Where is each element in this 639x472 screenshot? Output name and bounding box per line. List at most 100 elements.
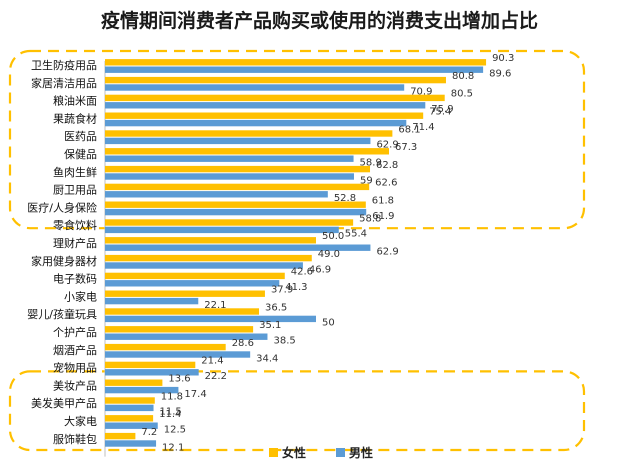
category-label: 电子数码 — [53, 273, 97, 286]
bar-female — [105, 112, 424, 119]
value-label-female: 42.6 — [291, 267, 313, 278]
category-label: 粮油米面 — [53, 94, 97, 108]
value-label-female: 58.8 — [359, 213, 381, 224]
value-label-female: 62.8 — [376, 160, 398, 171]
value-label-female: 28.6 — [232, 338, 254, 349]
bar-male — [105, 386, 179, 394]
value-label-male: 46.9 — [309, 264, 331, 275]
value-label-female: 36.5 — [265, 302, 287, 313]
value-label-male: 70.9 — [410, 86, 432, 97]
value-label-male: 34.4 — [256, 353, 278, 364]
category-label: 家用健身器材 — [31, 254, 97, 268]
bar-male — [105, 351, 251, 358]
value-label-male: 12.5 — [164, 425, 186, 436]
value-label-female: 35.1 — [259, 320, 281, 331]
value-label-male: 52.8 — [334, 193, 356, 204]
bar-male — [105, 102, 426, 109]
bar-female — [105, 379, 163, 386]
value-label-male: 22.2 — [205, 371, 227, 382]
category-label: 烟酒产品 — [53, 343, 97, 357]
category-label: 美妆产品 — [53, 378, 97, 392]
value-label-male: 62.9 — [376, 247, 398, 258]
value-label-male: 89.6 — [489, 69, 511, 80]
value-label-female: 13.6 — [168, 374, 190, 385]
bar-male — [105, 173, 354, 180]
value-label-female: 21.4 — [201, 356, 223, 367]
bar-male — [105, 119, 407, 127]
bar-female — [105, 237, 316, 244]
bar-female — [105, 76, 446, 84]
category-label: 厨卫用品 — [53, 184, 97, 197]
bar-female — [105, 290, 265, 297]
category-label: 小家电 — [64, 289, 97, 303]
bar-female — [105, 94, 445, 102]
bar-male — [105, 137, 371, 145]
category-label: 婴儿/孩童玩具 — [27, 307, 97, 321]
category-label: 医疗/人身保险 — [27, 200, 97, 214]
value-label-female: 75.4 — [429, 107, 451, 118]
bar-female — [105, 201, 366, 208]
bar-male — [105, 191, 328, 198]
bar-male — [105, 315, 316, 323]
bar-female — [105, 254, 312, 262]
bar-female — [105, 148, 390, 155]
value-label-female: 49.0 — [318, 249, 340, 260]
legend-label-female: 女性 — [282, 445, 306, 460]
bar-female — [105, 272, 285, 280]
value-label-male: 55.4 — [345, 229, 367, 240]
value-label-male: 59 — [360, 175, 373, 186]
bar-female — [105, 59, 487, 66]
bar-male — [105, 440, 157, 447]
value-label-female: 37.9 — [271, 285, 293, 296]
bar-female — [105, 219, 354, 226]
bar-male — [105, 297, 199, 305]
value-label-female: 7.2 — [141, 427, 157, 438]
category-label: 大家电 — [64, 414, 97, 428]
category-label: 服饰鞋包 — [53, 432, 97, 446]
chart-title: 疫情期间消费者产品购买或使用的消费支出增加占比 — [100, 10, 538, 32]
value-label-male: 62.9 — [376, 140, 398, 151]
value-label-male: 38.5 — [273, 336, 295, 347]
value-label-female: 90.3 — [492, 53, 514, 64]
bar-male — [105, 208, 367, 216]
bar-female — [105, 165, 371, 173]
value-label-male: 71.4 — [412, 122, 434, 133]
category-label: 个护产品 — [53, 325, 97, 339]
category-label: 零食饮料 — [53, 218, 97, 232]
bar-female — [105, 130, 393, 137]
bar-male — [105, 422, 158, 429]
bar-male — [105, 226, 339, 234]
value-label-male: 50 — [322, 318, 335, 329]
bar-female — [105, 308, 260, 315]
value-label-male: 12.1 — [162, 442, 184, 453]
category-label: 美发美甲产品 — [31, 396, 97, 410]
bar-male — [105, 404, 154, 412]
value-label-male: 17.4 — [184, 389, 206, 400]
bar-male — [105, 155, 354, 162]
value-label-female: 80.5 — [451, 89, 473, 100]
bar-male — [105, 244, 371, 251]
bar-male — [105, 333, 268, 340]
highlight-frame-2 — [8, 370, 586, 452]
category-label: 果蔬食材 — [53, 111, 97, 125]
value-label-female: 61.8 — [372, 196, 394, 207]
value-label-female: 50.0 — [322, 231, 344, 242]
bar-female — [105, 183, 370, 191]
value-label-male: 58.9 — [360, 158, 382, 169]
value-label-female: 67.3 — [395, 142, 417, 153]
value-label-male: 61.9 — [372, 211, 394, 222]
value-label-female: 80.8 — [452, 71, 474, 82]
bar-male — [105, 280, 280, 287]
category-label: 鱼肉生鲜 — [53, 165, 97, 179]
bar-female — [105, 415, 154, 422]
category-label: 宠物用品 — [53, 361, 97, 375]
legend-swatch-female — [269, 448, 278, 457]
bar-male — [105, 262, 303, 269]
value-label-female: 62.6 — [375, 178, 397, 189]
legend-swatch-male — [336, 448, 345, 457]
category-label: 家居清洁用品 — [31, 76, 97, 90]
value-label-male: 41.3 — [285, 282, 307, 293]
bar-female — [105, 361, 196, 369]
category-label: 卫生防疫用品 — [31, 58, 97, 72]
